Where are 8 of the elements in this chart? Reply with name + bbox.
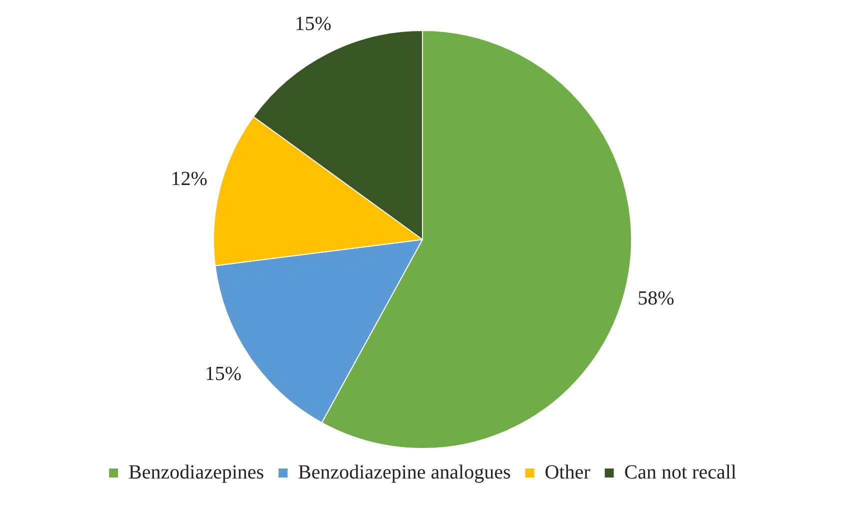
data-label: 15%	[294, 13, 332, 36]
legend-label: Benzodiazepine analogues	[298, 461, 511, 484]
data-label: 15%	[204, 363, 242, 386]
legend-label: Benzodiazepines	[128, 461, 264, 484]
legend-label: Other	[544, 461, 591, 484]
data-label: 58%	[638, 288, 674, 310]
legend-label: Can not recall	[624, 461, 737, 484]
data-label: 12%	[170, 168, 208, 190]
